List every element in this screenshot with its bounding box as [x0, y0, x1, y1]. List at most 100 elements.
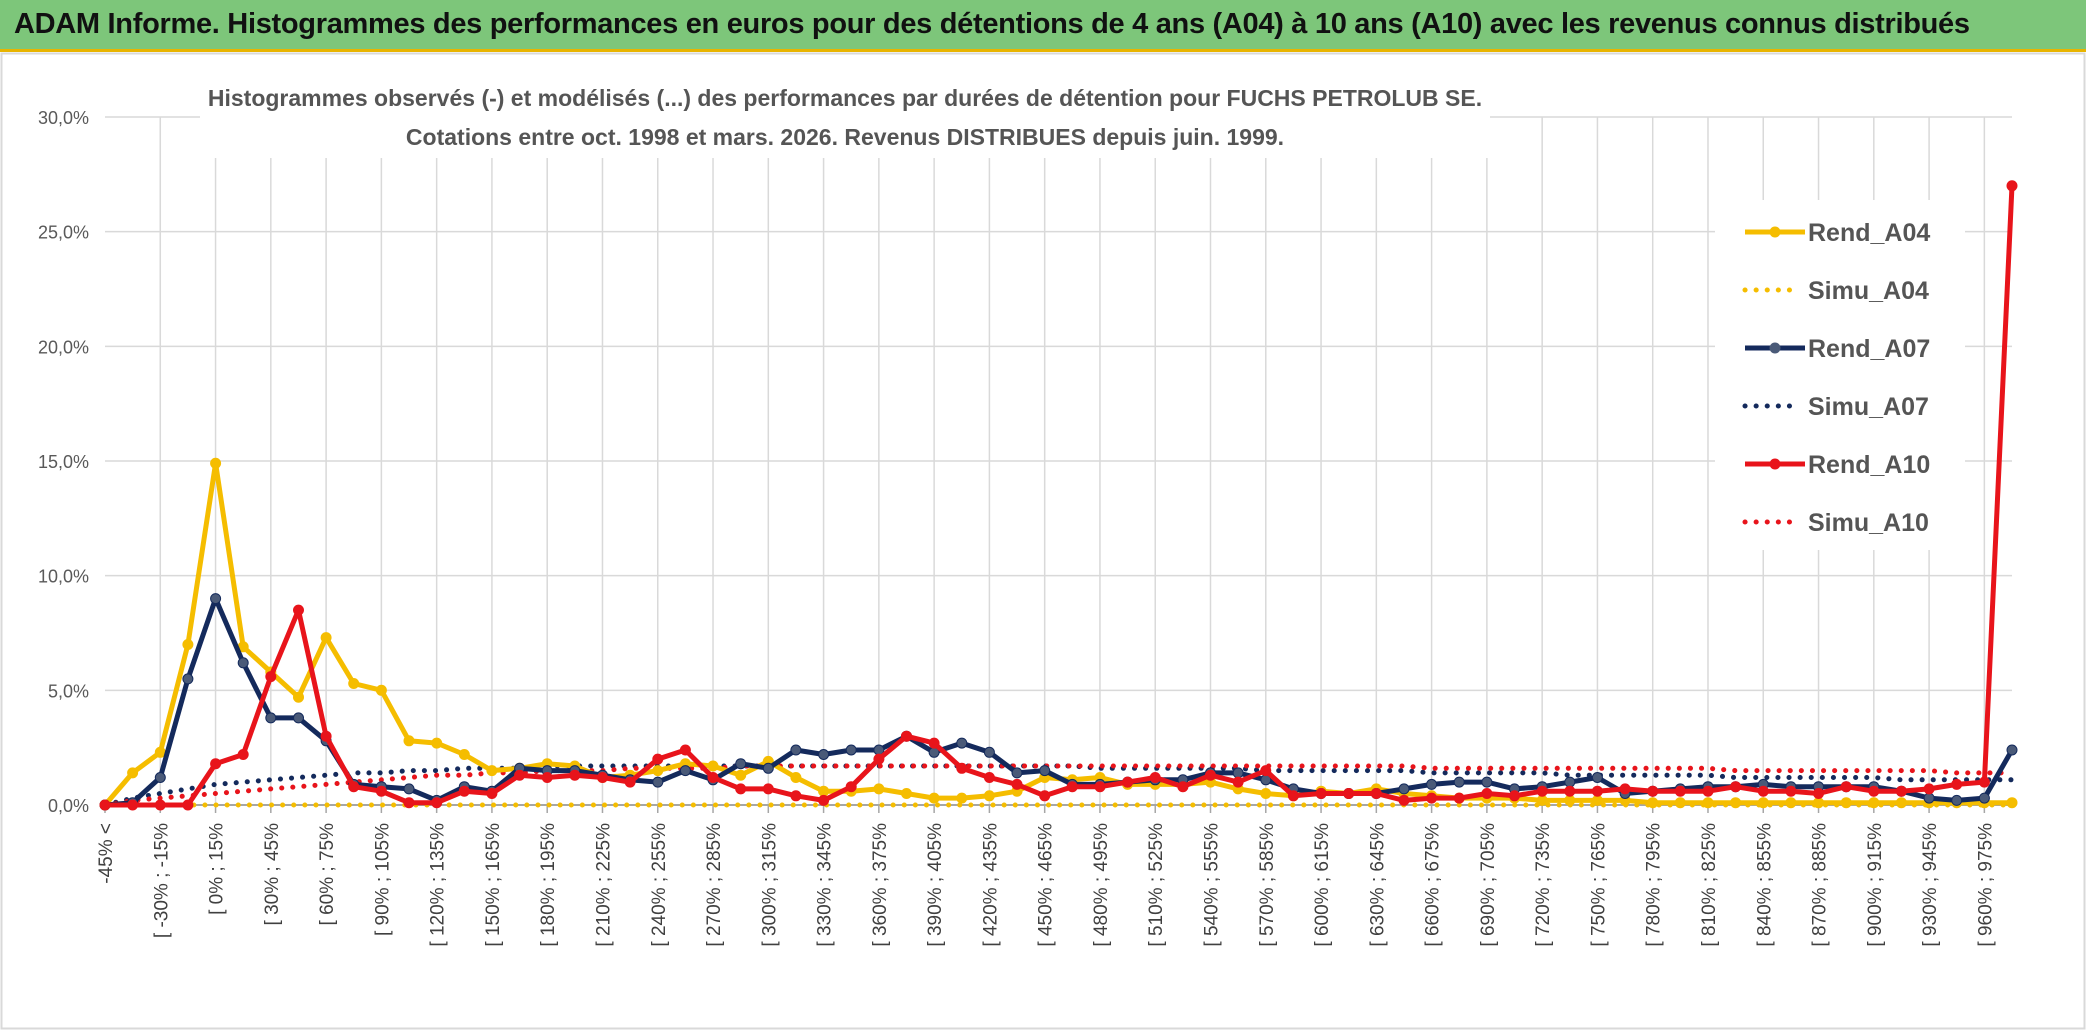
- data-point: [182, 639, 194, 650]
- data-point: [1785, 785, 1797, 797]
- series-line: [105, 185, 2015, 808]
- data-point: [652, 776, 664, 788]
- legend-entry-simu-a07: Simu_A07: [1742, 393, 1929, 421]
- data-point: [1564, 776, 1576, 788]
- data-point: [1895, 785, 1907, 797]
- data-point: [1039, 790, 1051, 802]
- x-tick-label: [ 810% ; 825%: [1699, 823, 1720, 947]
- chart-border: [0, 52, 2086, 1030]
- data-point: [1370, 788, 1382, 799]
- data-point: [569, 769, 581, 781]
- data-point: [431, 797, 443, 809]
- data-point: [956, 762, 968, 774]
- series-line: [104, 596, 2015, 808]
- data-point: [1730, 797, 1742, 809]
- legend-marker: [1769, 342, 1781, 354]
- data-point: [1011, 778, 1023, 790]
- y-tick-label: 0,0%: [48, 796, 89, 816]
- data-point: [458, 749, 470, 760]
- legend-marker: [1769, 458, 1781, 470]
- legend-label: Rend_A04: [1808, 219, 1930, 247]
- data-point: [1094, 781, 1106, 793]
- y-tick-label: 30,0%: [38, 108, 89, 128]
- x-tick-label: [ 780% ; 795%: [1644, 823, 1665, 947]
- y-axis: 0,0% 5,0% 10,0% 15,0% 20,0% 25,0% 30,0%: [38, 108, 89, 816]
- x-tick-label: [ 120% ; 135%: [428, 823, 449, 947]
- data-point: [707, 772, 719, 783]
- data-point: [735, 758, 747, 770]
- legend-entry-rend-a04: Rend_A04: [1745, 219, 1930, 247]
- data-point: [1066, 781, 1078, 793]
- x-tick-label: [ 570% ; 585%: [1257, 823, 1278, 947]
- data-point: [1398, 794, 1410, 806]
- data-point: [1591, 785, 1603, 797]
- legend-entry-rend-a07: Rend_A07: [1745, 335, 1930, 363]
- data-point: [403, 735, 415, 747]
- data-point: [1536, 794, 1548, 806]
- data-point: [1426, 792, 1438, 804]
- data-point: [348, 678, 360, 689]
- data-point: [1840, 797, 1852, 809]
- data-point: [1398, 783, 1410, 795]
- data-point: [735, 783, 747, 795]
- x-tick-label: [ 960% ; 975%: [1975, 823, 1996, 947]
- data-point: [1287, 790, 1299, 802]
- data-point: [2006, 797, 2018, 809]
- data-point: [237, 657, 249, 669]
- data-point: [375, 785, 387, 797]
- data-point: [1509, 790, 1520, 802]
- data-point: [956, 737, 968, 749]
- data-point: [1951, 778, 1963, 790]
- data-point: [652, 765, 664, 777]
- data-point: [348, 781, 360, 793]
- chart-title: Histogrammes observés (-) et modélisés (…: [208, 85, 1482, 111]
- data-point: [1702, 785, 1714, 797]
- data-point: [1951, 794, 1963, 806]
- x-tick-label: [ 210% ; 225%: [593, 823, 614, 947]
- data-point: [1674, 785, 1686, 797]
- data-point: [1978, 792, 1990, 804]
- legend-label: Simu_A07: [1808, 393, 1929, 421]
- legend-entry-simu-a10: Simu_A10: [1742, 509, 1929, 537]
- data-point: [901, 788, 912, 799]
- data-point: [127, 767, 139, 779]
- x-tick-label: [ 540% ; 555%: [1202, 823, 1223, 947]
- series-rend-a10: [99, 180, 2018, 811]
- data-point: [1122, 776, 1134, 788]
- data-point: [1481, 788, 1493, 799]
- performance-histogram-chart: 0,0% 5,0% 10,0% 15,0% 20,0% 25,0% 30,0% -45% <…: [0, 52, 2086, 1031]
- x-tick-label: [ -30% ; -15%: [151, 823, 172, 938]
- x-axis: -45% < [ -30% ; -15% [ 0% ; 15% [ 30% ; 45%…: [96, 804, 2012, 947]
- x-tick-label: [ 690% ; 705%: [1478, 823, 1499, 947]
- data-point: [1757, 797, 1769, 809]
- data-point: [1840, 781, 1852, 793]
- data-point: [1453, 776, 1465, 788]
- data-point: [956, 792, 968, 804]
- x-tick-label: [ 360% ; 375%: [870, 823, 891, 947]
- data-point: [541, 772, 553, 783]
- data-point: [707, 760, 719, 772]
- data-point: [293, 712, 304, 724]
- data-point: [1564, 785, 1576, 797]
- x-tick-label: [ 660% ; 675%: [1423, 823, 1444, 947]
- data-point: [1647, 797, 1659, 809]
- data-point: [1813, 788, 1824, 799]
- x-tick-label: [ 510% ; 525%: [1146, 823, 1167, 947]
- data-point: [1453, 792, 1465, 804]
- data-point: [1785, 797, 1797, 809]
- data-point: [431, 737, 443, 749]
- data-point: [735, 769, 747, 781]
- legend-label: Simu_A04: [1808, 277, 1929, 305]
- chart-frame: 0,0% 5,0% 10,0% 15,0% 20,0% 25,0% 30,0% -45% <…: [0, 52, 2086, 1031]
- data-point: [928, 792, 940, 804]
- data-point: [458, 785, 470, 797]
- data-point: [1011, 767, 1023, 779]
- data-point: [1730, 781, 1742, 793]
- data-point: [1536, 785, 1548, 797]
- data-point: [597, 772, 608, 783]
- x-tick-label: [ 0% ; 15%: [207, 823, 228, 915]
- x-tick-label: [ 300% ; 315%: [759, 823, 780, 947]
- data-point: [1619, 783, 1631, 795]
- x-tick-label: [ 390% ; 405%: [925, 823, 946, 947]
- header-banner: ADAM Informe. Histogrammes des performan…: [0, 0, 2086, 52]
